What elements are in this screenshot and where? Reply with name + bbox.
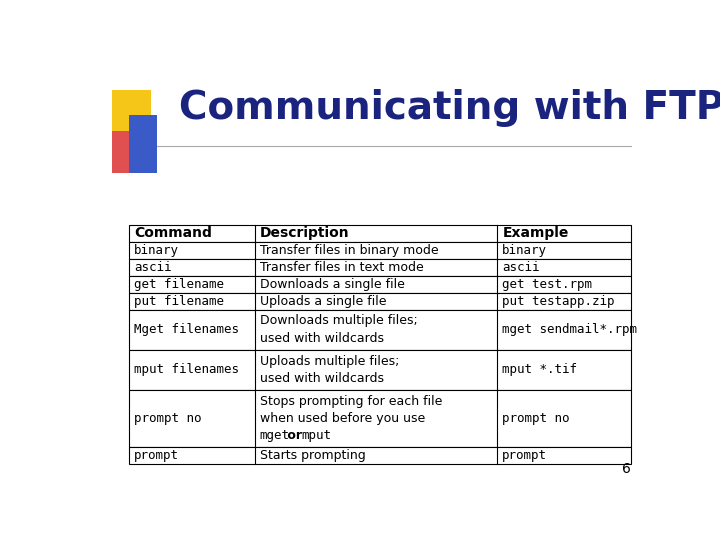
- FancyBboxPatch shape: [129, 350, 631, 390]
- Text: mget: mget: [260, 429, 289, 442]
- Text: get test.rpm: get test.rpm: [503, 278, 593, 291]
- Text: binary: binary: [503, 244, 547, 257]
- Text: mget sendmail*.rpm: mget sendmail*.rpm: [503, 323, 637, 336]
- FancyBboxPatch shape: [129, 225, 631, 242]
- FancyBboxPatch shape: [129, 259, 631, 275]
- FancyBboxPatch shape: [112, 131, 140, 173]
- Text: mput: mput: [301, 429, 331, 442]
- Text: Communicating with FTP: Communicating with FTP: [179, 90, 720, 127]
- Text: put filename: put filename: [134, 294, 224, 308]
- Text: when used before you use: when used before you use: [260, 412, 425, 425]
- FancyBboxPatch shape: [129, 390, 631, 447]
- Text: Transfer files in binary mode: Transfer files in binary mode: [260, 244, 438, 257]
- FancyBboxPatch shape: [129, 114, 157, 173]
- Text: put testapp.zip: put testapp.zip: [503, 294, 615, 308]
- Text: Transfer files in text mode: Transfer files in text mode: [260, 261, 423, 274]
- Text: 6: 6: [622, 462, 631, 476]
- Text: Command: Command: [134, 226, 212, 240]
- Text: ascii: ascii: [134, 261, 171, 274]
- Text: Example: Example: [503, 226, 569, 240]
- Text: binary: binary: [134, 244, 179, 257]
- Text: ascii: ascii: [503, 261, 540, 274]
- FancyBboxPatch shape: [129, 242, 631, 259]
- Text: or: or: [283, 429, 306, 442]
- Text: prompt no: prompt no: [503, 412, 570, 425]
- FancyBboxPatch shape: [129, 293, 631, 309]
- Text: Description: Description: [260, 226, 349, 240]
- Text: Starts prompting: Starts prompting: [260, 449, 365, 462]
- Text: Uploads multiple files;: Uploads multiple files;: [260, 355, 399, 368]
- Text: mput filenames: mput filenames: [134, 363, 239, 376]
- Text: prompt: prompt: [134, 449, 179, 462]
- Text: get filename: get filename: [134, 278, 224, 291]
- Text: Mget filenames: Mget filenames: [134, 323, 239, 336]
- FancyBboxPatch shape: [129, 309, 631, 350]
- FancyBboxPatch shape: [129, 447, 631, 464]
- Text: Downloads multiple files;: Downloads multiple files;: [260, 314, 418, 327]
- Text: used with wildcards: used with wildcards: [260, 372, 384, 385]
- Text: mput *.tif: mput *.tif: [503, 363, 577, 376]
- Text: Downloads a single file: Downloads a single file: [260, 278, 405, 291]
- Text: Uploads a single file: Uploads a single file: [260, 294, 386, 308]
- FancyBboxPatch shape: [129, 275, 631, 293]
- Text: prompt: prompt: [503, 449, 547, 462]
- Text: used with wildcards: used with wildcards: [260, 332, 384, 345]
- Text: Stops prompting for each file: Stops prompting for each file: [260, 395, 442, 408]
- FancyBboxPatch shape: [112, 90, 151, 131]
- Text: prompt no: prompt no: [134, 412, 202, 425]
